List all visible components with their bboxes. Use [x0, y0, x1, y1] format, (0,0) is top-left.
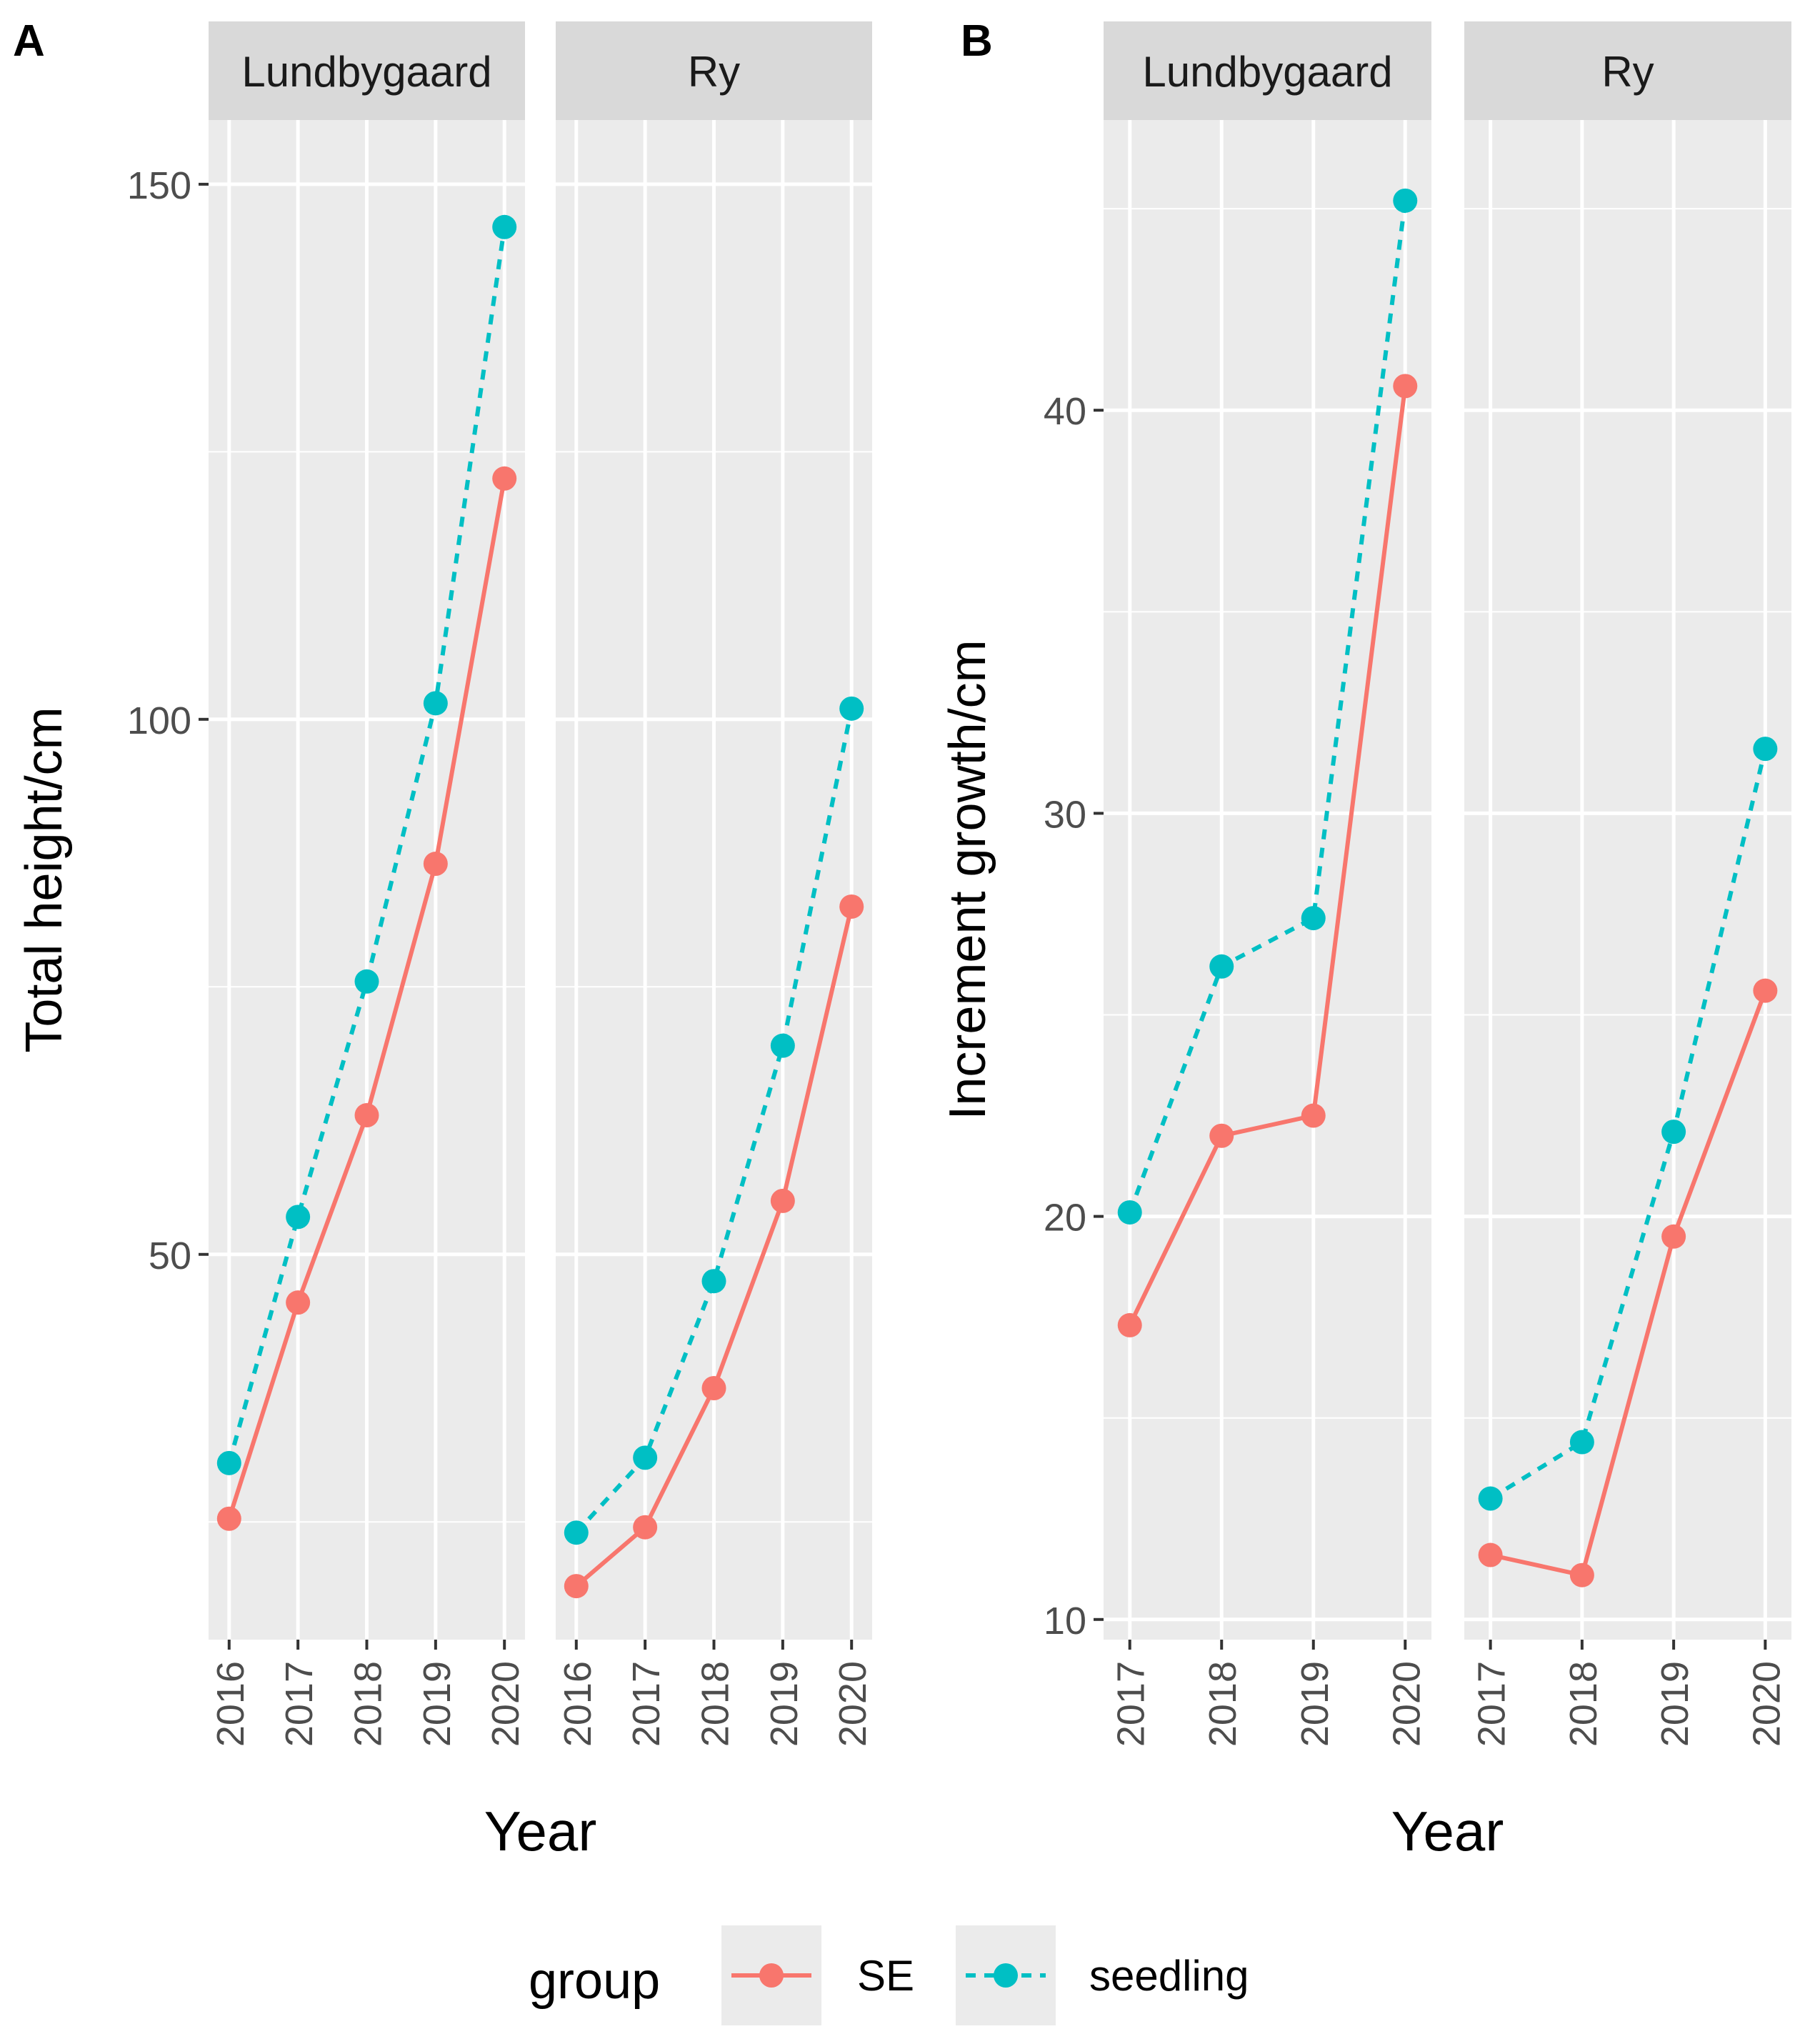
x-tick-label: 2018 [1562, 1661, 1605, 1747]
y-tick-label: 40 [1044, 390, 1086, 433]
x-tick-label: 2018 [694, 1661, 737, 1747]
data-point-se-2019 [423, 852, 448, 877]
x-tick-label: 2018 [1201, 1661, 1244, 1747]
x-tick-label: 2019 [1294, 1661, 1336, 1747]
x-tick-label: 2017 [1110, 1661, 1153, 1747]
panel-label-b: B [961, 16, 993, 66]
facet-ry-a: Ry 2016 2017 2018 2019 2020 [556, 21, 874, 1747]
x-tick-label: 2019 [763, 1661, 806, 1747]
series-line-seedling [1127, 200, 1408, 1214]
facet-ry-b: Ry 2017 2018 2019 2020 [1464, 21, 1791, 1747]
data-point-se-2016 [216, 1506, 241, 1531]
y-tick-label: 100 [127, 699, 191, 742]
data-point-seedling-2018 [1569, 1430, 1594, 1455]
data-point-seedling-2020 [492, 214, 517, 239]
data-point-seedling-2020 [1393, 188, 1418, 213]
y-tick-label: 30 [1044, 793, 1086, 836]
data-point-seedling-2020 [839, 696, 864, 721]
data-point-seedling-2018 [701, 1269, 726, 1294]
x-tick-label: 2020 [1385, 1661, 1428, 1747]
data-point-seedling-2018 [354, 969, 379, 994]
facet-strip [209, 21, 525, 120]
data-point-se-2019 [770, 1188, 795, 1213]
x-tick-label: 2017 [278, 1661, 321, 1747]
data-point-seedling-2016 [564, 1520, 589, 1545]
data-point-se-2017 [1117, 1312, 1142, 1337]
data-point-se-2018 [701, 1375, 726, 1400]
data-point-se-2020 [839, 894, 864, 919]
facet-strip [1464, 21, 1791, 120]
facet-strip [1104, 21, 1431, 120]
panel-a: A Lundbygaard 2016 2017 2018 2019 2020 Ry 2016 20… [13, 16, 874, 1863]
data-point-se-2020 [492, 466, 517, 491]
x-tick-label: 2020 [1745, 1661, 1788, 1747]
data-point-se-2018 [1569, 1562, 1594, 1587]
data-point-seedling-2019 [1661, 1120, 1686, 1145]
series-line-se [1128, 386, 1408, 1327]
x-tick-label: 2019 [1654, 1661, 1696, 1747]
x-axis-title: Year [484, 1800, 597, 1863]
x-tick-label: 2020 [484, 1661, 527, 1747]
x-tick-label: 2019 [416, 1661, 459, 1747]
facet-lundbygaard-a: Lundbygaard 2016 2017 2018 2019 2020 [209, 21, 527, 1747]
data-point-se-2020 [1753, 978, 1778, 1003]
data-point-se-2017 [286, 1290, 311, 1315]
y-axis-title: Increment growth/cm [939, 639, 996, 1120]
x-tick-label: 2016 [209, 1661, 252, 1747]
data-point-se-2017 [1478, 1542, 1503, 1567]
facet-strip-label: Lundbygaard [241, 48, 491, 96]
data-point-se-2017 [633, 1515, 658, 1540]
data-point-se-2020 [1393, 374, 1418, 399]
x-axis-title: Year [1391, 1800, 1504, 1863]
x-tick-label: 2017 [625, 1661, 668, 1747]
x-tick-label: 2016 [556, 1661, 599, 1747]
legend-label: seedling [1089, 1952, 1249, 2000]
x-tick-label: 2018 [347, 1661, 390, 1747]
legend-key-point [994, 1963, 1018, 1988]
facet-strip [556, 21, 872, 120]
legend-title: group [529, 1953, 660, 2010]
data-point-seedling-2020 [1753, 737, 1778, 762]
facet-lundbygaard-b: Lundbygaard 2017 2018 2019 2020 [1104, 21, 1431, 1747]
data-point-seedling-2017 [286, 1205, 311, 1230]
series-line-seedling [1489, 748, 1768, 1501]
legend: group SE seedling [529, 1925, 1249, 2025]
data-point-seedling-2017 [1478, 1486, 1503, 1511]
series-line-seedling [574, 708, 854, 1535]
plot-background [1464, 120, 1791, 1640]
data-point-se-2018 [354, 1103, 379, 1128]
data-point-se-2019 [1301, 1103, 1326, 1128]
data-point-se-2018 [1209, 1123, 1234, 1148]
legend-entry-se: SE [721, 1925, 914, 2025]
plot-background [1104, 120, 1431, 1640]
y-tick-label: 150 [127, 164, 191, 207]
data-point-seedling-2018 [1209, 954, 1234, 979]
y-axis-title: Total height/cm [16, 707, 73, 1052]
y-tick-label: 10 [1044, 1600, 1086, 1642]
series-line-seedling [226, 226, 507, 1464]
data-point-seedling-2017 [1117, 1200, 1142, 1225]
facet-strip-label: Ry [688, 48, 740, 96]
facet-strip-label: Lundbygaard [1142, 48, 1392, 96]
data-point-seedling-2019 [770, 1033, 795, 1058]
y-tick-label: 50 [149, 1235, 191, 1277]
x-tick-label: 2017 [1471, 1661, 1514, 1747]
data-point-seedling-2019 [1301, 906, 1326, 931]
panel-b: B Lundbygaard 2017 2018 2019 2020 Ry 2017 2018 20… [939, 16, 1791, 1863]
series-line-se [1489, 989, 1768, 1577]
data-point-seedling-2017 [633, 1445, 658, 1470]
x-tick-label: 2020 [831, 1661, 874, 1747]
legend-key-point [759, 1963, 784, 1988]
data-point-seedling-2019 [423, 691, 448, 716]
panel-label-a: A [13, 16, 45, 66]
data-point-se-2016 [564, 1574, 589, 1599]
y-tick-label: 20 [1044, 1197, 1086, 1240]
data-point-se-2019 [1661, 1224, 1686, 1249]
legend-label: SE [857, 1952, 914, 2000]
facet-strip-label: Ry [1601, 48, 1654, 96]
data-point-seedling-2016 [216, 1450, 241, 1475]
legend-entry-seedling: seedling [956, 1925, 1249, 2025]
